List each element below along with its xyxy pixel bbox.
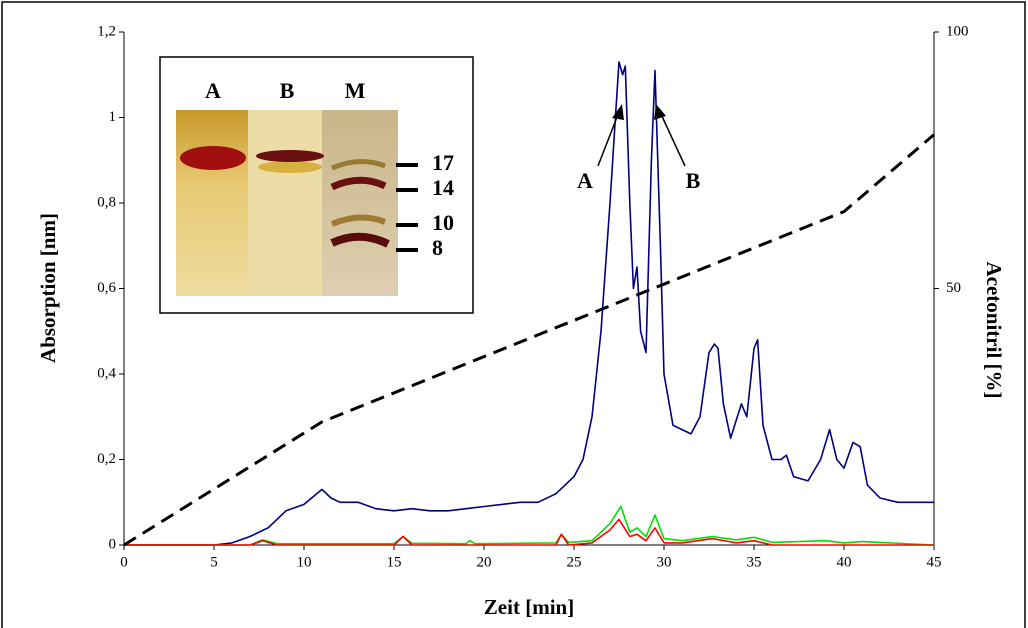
y-tick-label: 1 <box>109 109 117 125</box>
lane-label: A <box>205 78 221 103</box>
marker-label: 14 <box>432 175 454 200</box>
y-axis-title: Absorption [nm] <box>36 213 60 363</box>
y-tick-label: 0,8 <box>97 194 116 210</box>
gel-inset: A B M 17 14 10 8 <box>159 56 474 314</box>
x-axis-title: Zeit [min] <box>484 595 574 619</box>
absorbance-line <box>124 518 934 546</box>
y-tick-label: 0,4 <box>97 365 116 381</box>
marker-label: 17 <box>432 150 454 175</box>
x-tick-label: 45 <box>927 554 942 570</box>
acetonitrile-line <box>123 133 935 547</box>
y-tick-label: 0,2 <box>97 451 116 467</box>
peak-label: A <box>577 168 593 193</box>
peak-label: B <box>686 168 701 193</box>
x-tick-label: 15 <box>387 554 402 570</box>
absorbance-line <box>124 505 935 546</box>
y-tick-label: 1,2 <box>97 23 116 39</box>
y-tick-label: 0,6 <box>97 280 116 296</box>
marker-label: 8 <box>432 235 443 260</box>
absorbance-line <box>124 61 934 546</box>
lane-label: M <box>345 78 366 103</box>
x-tick-label: 20 <box>477 554 492 570</box>
lane-label: B <box>280 78 295 103</box>
x-tick-label: 25 <box>567 554 582 570</box>
y-tick-label: 0 <box>109 536 117 552</box>
marker-label: 10 <box>432 210 454 235</box>
x-tick-label: 10 <box>297 554 312 570</box>
y2-axis-title: Acetonitril [%] <box>982 261 1006 398</box>
y2-tick-label: 100 <box>946 23 969 39</box>
x-tick-label: 30 <box>657 554 672 570</box>
x-tick-label: 35 <box>747 554 762 570</box>
peak-annotations: A B <box>577 104 701 193</box>
x-tick-label: 5 <box>210 554 218 570</box>
x-tick-label: 0 <box>120 554 128 570</box>
x-tick-label: 40 <box>837 554 852 570</box>
y2-tick-label: 50 <box>946 280 961 296</box>
